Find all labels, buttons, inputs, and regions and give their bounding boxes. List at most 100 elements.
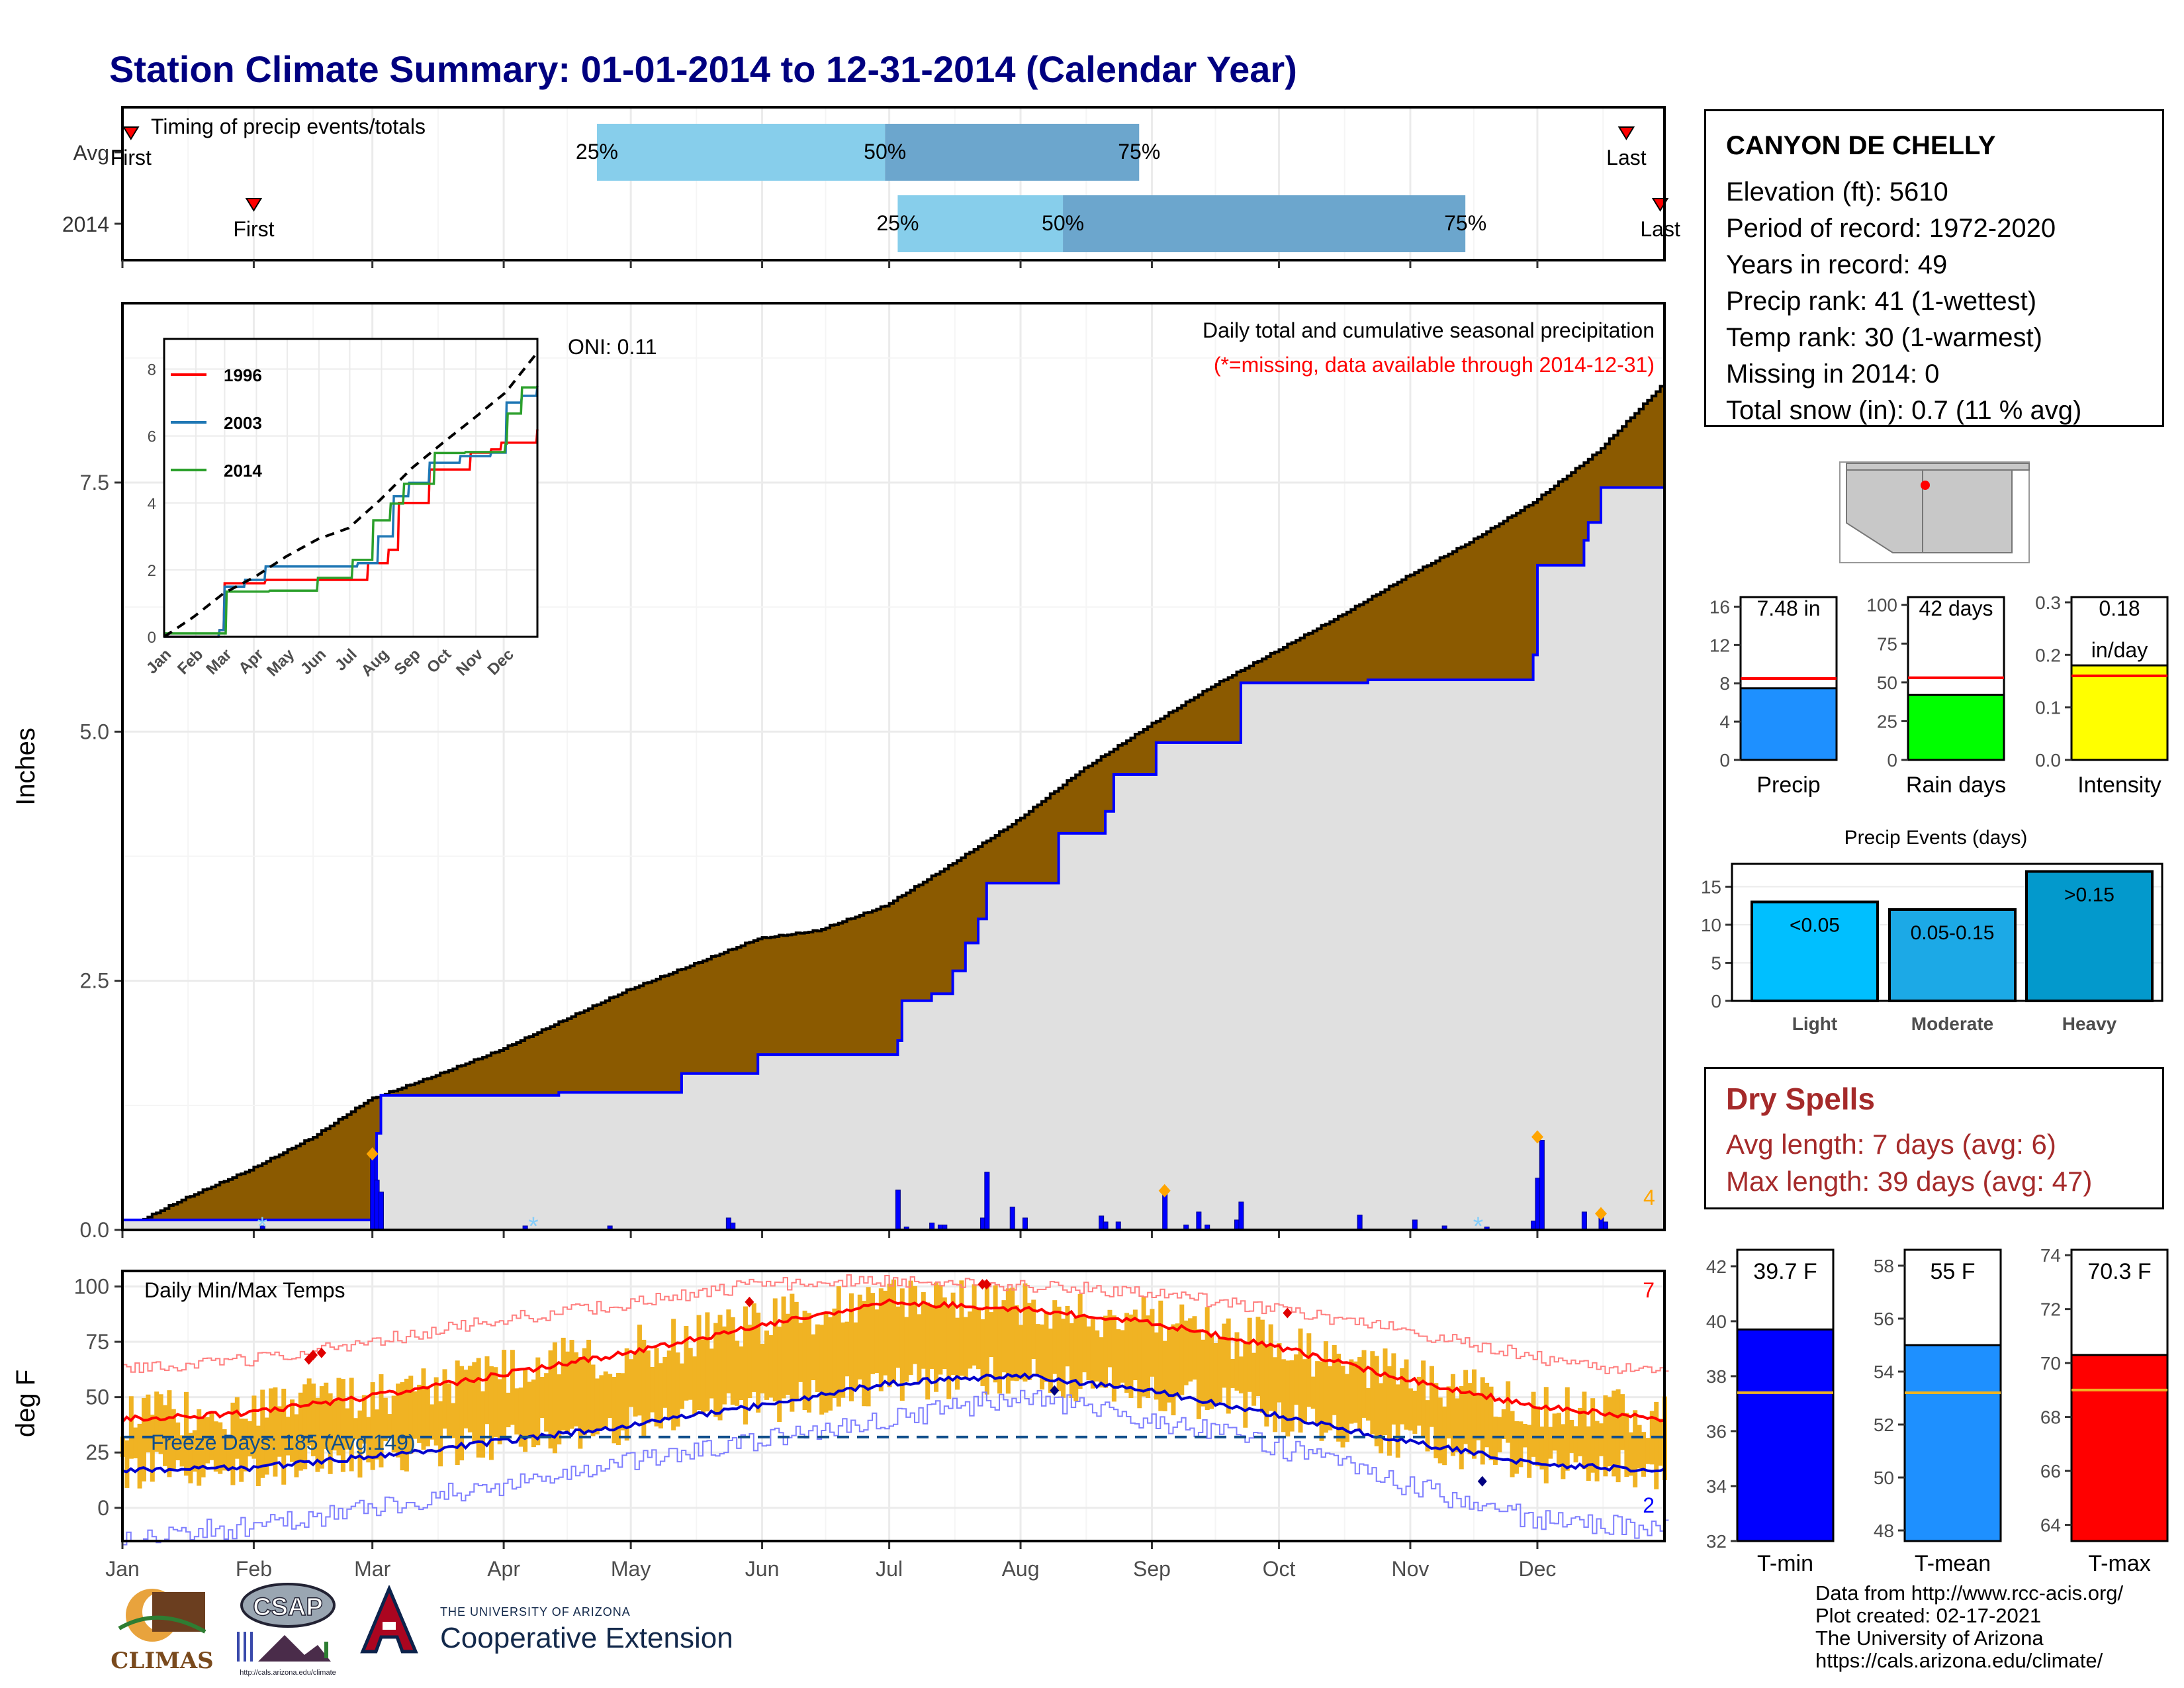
- locator-map: [1839, 461, 2030, 563]
- temps-daily-range-bar: [709, 1348, 714, 1399]
- temps-daily-range-bar: [1565, 1387, 1570, 1471]
- temps-daily-range-bar: [197, 1409, 202, 1486]
- temps-daily-range-bar: [133, 1427, 138, 1459]
- temps-x-tick-label: Nov: [1391, 1557, 1429, 1581]
- temps-daily-range-bar: [1273, 1357, 1278, 1432]
- temps-daily-range-bar: [315, 1397, 320, 1472]
- csap-logo[interactable]: CSAP http://cals.arizona.edu/climate: [232, 1579, 338, 1678]
- temps-daily-range-bar: [467, 1366, 473, 1432]
- temps-daily-range-bar: [1548, 1427, 1553, 1459]
- temps-daily-range-bar: [1005, 1288, 1011, 1394]
- temps-daily-range-bar: [1510, 1411, 1515, 1477]
- temps-daily-range-bar: [1645, 1438, 1651, 1464]
- temp-small-value-2: 70.3 F: [2087, 1259, 2151, 1284]
- temps-daily-range-bar: [684, 1326, 689, 1401]
- temps-daily-range-bar: [1344, 1374, 1349, 1442]
- temps-daily-range-bar: [1188, 1318, 1193, 1382]
- events-y-tick-label: 10: [1701, 915, 1721, 935]
- temps-daily-range-bar: [1400, 1368, 1405, 1425]
- temps-daily-range-bar: [772, 1298, 778, 1402]
- temp-small-value-0: 39.7 F: [1753, 1259, 1817, 1284]
- temps-daily-range-bar: [1319, 1361, 1324, 1441]
- temps-daily-range-bar: [184, 1391, 189, 1476]
- events-y-tick-label: 15: [1701, 877, 1721, 898]
- temps-daily-range-bar: [1264, 1344, 1269, 1427]
- temps-x-tick-label: Jul: [876, 1557, 903, 1581]
- temps-daily-range-bar: [679, 1363, 684, 1409]
- precip-top-event-marker: [366, 1147, 379, 1161]
- temp-small-tick-label: 32: [1706, 1531, 1727, 1552]
- temps-daily-range-bar: [230, 1402, 236, 1485]
- temps-daily-range-bar: [942, 1297, 947, 1370]
- temps-daily-range-bar: [1162, 1340, 1167, 1411]
- temps-daily-range-bar: [412, 1391, 418, 1439]
- temps-daily-range-bar: [518, 1387, 523, 1447]
- temps-daily-range-bar: [1387, 1366, 1392, 1456]
- temps-daily-range-bar: [1437, 1397, 1443, 1464]
- temp-small-tick-label: 64: [2040, 1515, 2061, 1536]
- temps-daily-range-bar: [989, 1312, 994, 1358]
- csap-logo-text: CSAP: [253, 1593, 323, 1621]
- events-bar-label-heavy: >0.15: [2064, 884, 2115, 906]
- temps-daily-range-bar: [1433, 1383, 1439, 1458]
- temps-daily-range-bar: [1412, 1390, 1418, 1434]
- temps-daily-range-bar: [1183, 1320, 1189, 1385]
- temps-daily-range-bar: [239, 1418, 244, 1482]
- temps-daily-range-bar: [620, 1373, 625, 1430]
- temps-daily-range-bar: [730, 1317, 735, 1405]
- credit-url: https://cals.arizona.edu/climate/: [1815, 1649, 2103, 1672]
- credit-university: The University of Arizona: [1815, 1626, 2044, 1650]
- temps-daily-range-bar: [836, 1286, 841, 1407]
- temps-record-high-marker: [1283, 1307, 1293, 1319]
- temps-daily-range-bar: [1010, 1288, 1015, 1381]
- precip-top-event-marker: [1594, 1207, 1607, 1221]
- climas-logo[interactable]: CLIMAS: [106, 1579, 218, 1678]
- temps-daily-range-bar: [1077, 1293, 1083, 1389]
- temps-y-tick-label: 25: [85, 1440, 109, 1464]
- temps-daily-range-bar: [396, 1383, 401, 1458]
- temps-record-low-marker: [1050, 1385, 1060, 1396]
- temps-daily-range-bar: [785, 1313, 790, 1395]
- precip-small-tick-label: 0: [1887, 750, 1897, 771]
- credit-data-source: Data from http://www.rcc-acis.org/: [1815, 1581, 2124, 1605]
- temps-daily-range-bar: [980, 1319, 985, 1386]
- temps-y-tick-label: 100: [74, 1274, 109, 1298]
- temps-title: Daily Min/Max Temps: [144, 1278, 345, 1302]
- temps-daily-range-bar: [175, 1422, 181, 1460]
- precip-y-axis-label: Inches: [11, 727, 40, 806]
- temps-daily-range-bar: [815, 1324, 820, 1392]
- temps-daily-range-bar: [654, 1348, 659, 1427]
- inset-series-avg: [163, 352, 539, 638]
- temps-daily-range-bar: [345, 1408, 350, 1450]
- temps-daily-range-bar: [349, 1378, 354, 1472]
- events-y-tick-label: 5: [1711, 953, 1721, 974]
- precip-daily-bar: [1196, 1211, 1202, 1231]
- temps-daily-range-bar: [1357, 1357, 1363, 1432]
- temps-daily-range-bar: [1234, 1332, 1240, 1391]
- temps-daily-range-bar: [539, 1376, 545, 1418]
- temps-daily-range-bar: [917, 1314, 922, 1383]
- temps-daily-range-bar: [895, 1306, 901, 1368]
- temps-daily-range-bar: [1001, 1300, 1007, 1373]
- temps-daily-range-bar: [1289, 1360, 1295, 1432]
- station-period: Period of record: 1972-2020: [1726, 214, 2056, 243]
- temps-daily-range-bar: [417, 1384, 422, 1443]
- temp-small-bar-2: [2070, 1354, 2169, 1542]
- temps-daily-range-bar: [586, 1339, 592, 1433]
- temps-daily-range-bar: [1336, 1353, 1342, 1442]
- university-of-arizona-logo[interactable]: [356, 1585, 422, 1658]
- timing-2014-q25-q50-bar: [897, 195, 1064, 252]
- locator-map-new-mexico: [1922, 469, 2013, 553]
- inset-legend-label-2014: 2014: [224, 461, 262, 481]
- temps-daily-range-bar: [1255, 1317, 1261, 1397]
- temps-daily-range-bar: [1217, 1336, 1222, 1403]
- temps-daily-range-bar: [1056, 1306, 1062, 1391]
- temps-daily-range-bar: [1459, 1385, 1464, 1470]
- temps-daily-range-bar: [1556, 1413, 1561, 1467]
- temps-daily-range-bar: [925, 1302, 931, 1400]
- temps-daily-range-bar: [353, 1418, 359, 1440]
- temps-daily-range-bar: [400, 1382, 405, 1471]
- temps-daily-range-bar: [1179, 1304, 1185, 1395]
- temps-daily-range-bar: [870, 1293, 875, 1374]
- temps-daily-range-bar: [1213, 1342, 1218, 1405]
